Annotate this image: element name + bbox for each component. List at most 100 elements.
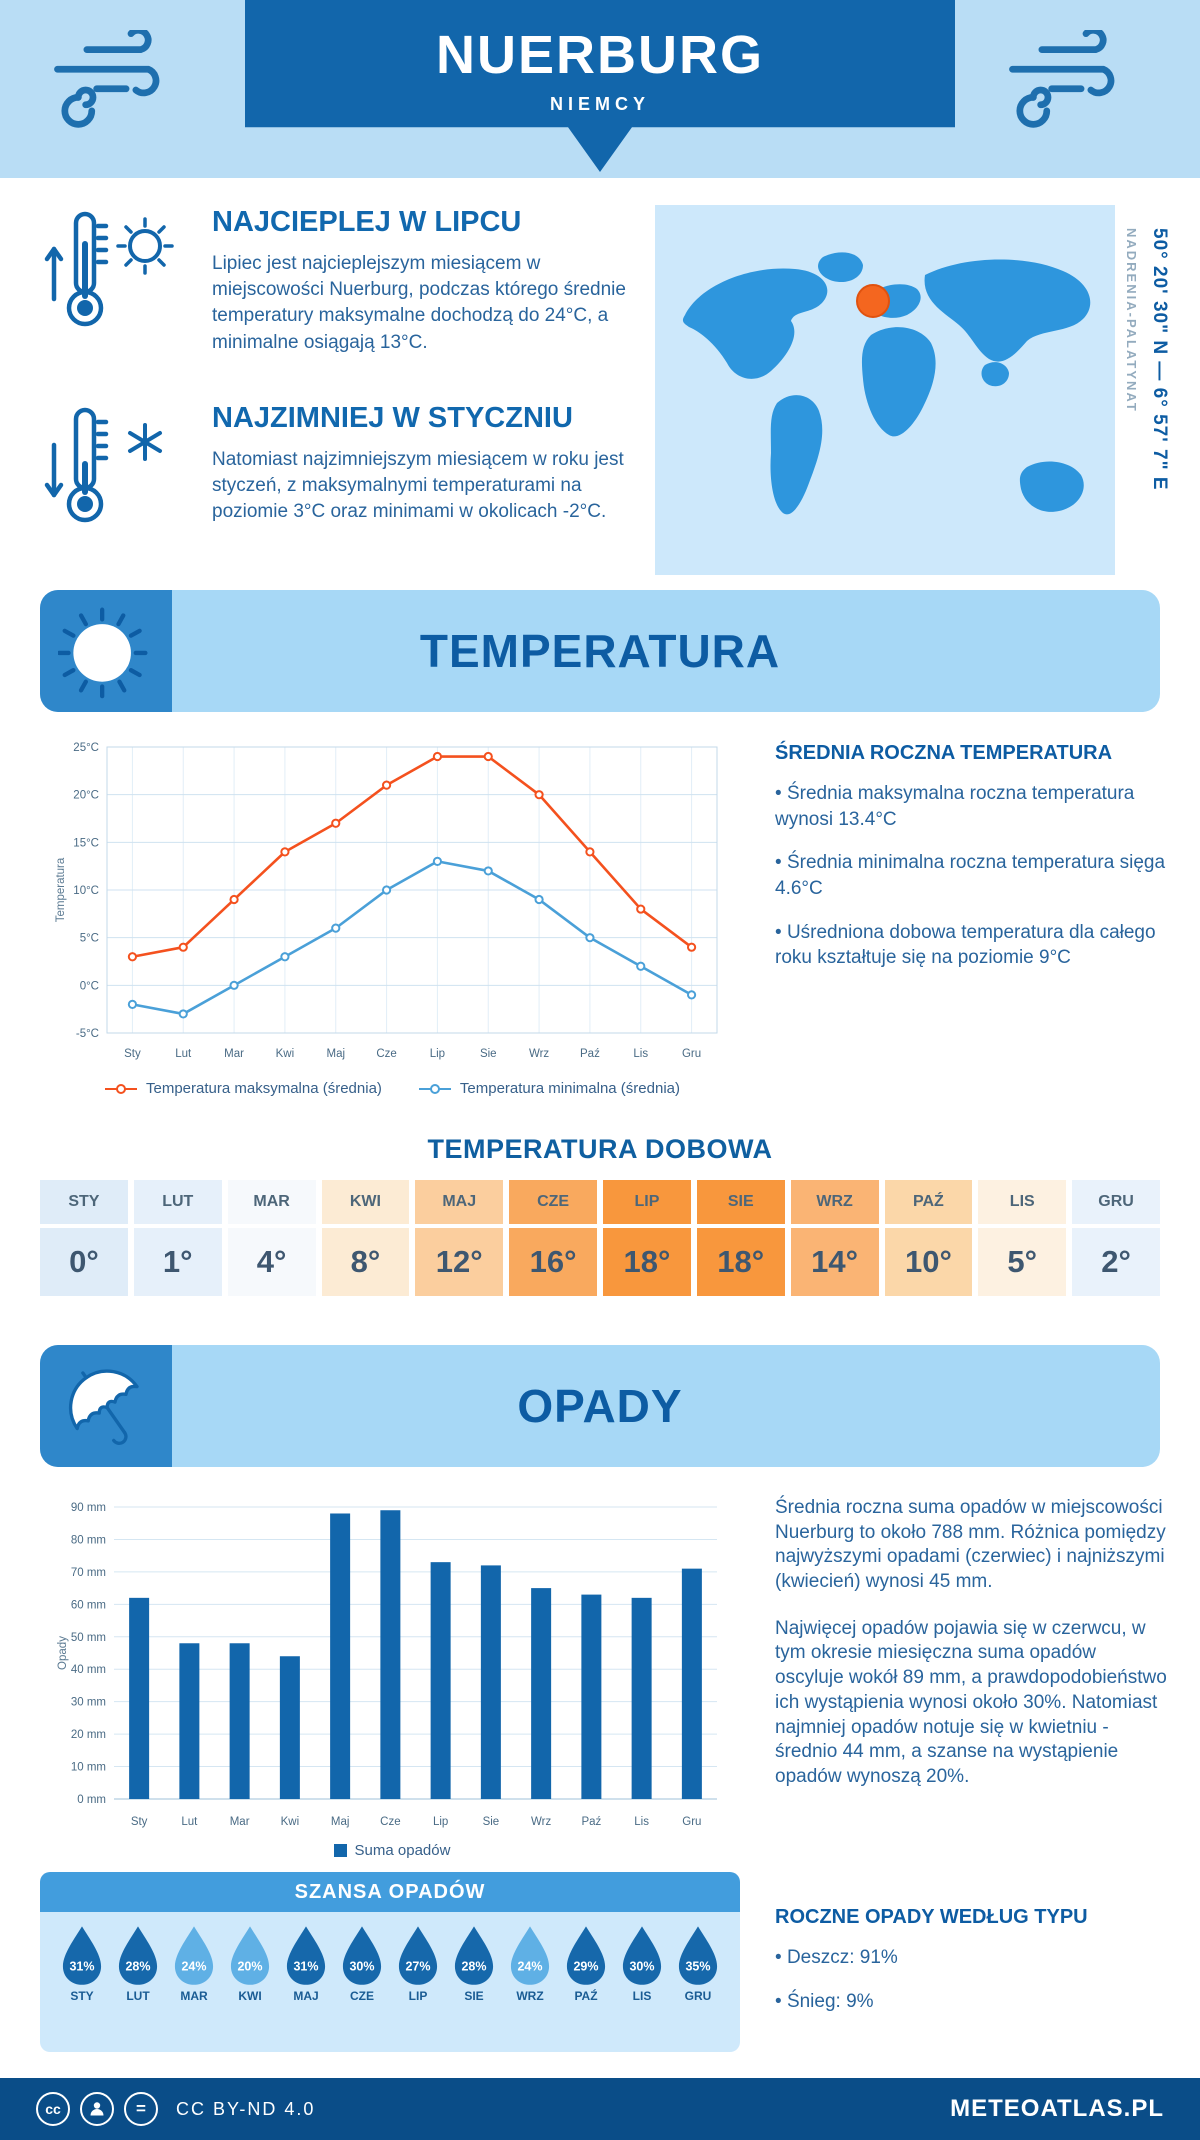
daily-temp-month: CZE bbox=[509, 1180, 597, 1224]
precipitation-type-title: ROCZNE OPADY WEDŁUG TYPU bbox=[775, 1906, 1088, 1928]
svg-text:0 mm: 0 mm bbox=[77, 1794, 106, 1806]
svg-text:15°C: 15°C bbox=[73, 837, 99, 849]
svg-text:29%: 29% bbox=[573, 1960, 598, 1974]
precipitation-chance-item: 28% SIE bbox=[448, 1924, 500, 2052]
temperature-bullet: Średnia maksymalna roczna temperatura wy… bbox=[775, 781, 1167, 832]
raindrop-icon: 28% bbox=[118, 1926, 158, 1985]
legend-item: Temperatura minimalna (średnia) bbox=[418, 1080, 680, 1097]
drop-month-label: KWI bbox=[238, 1989, 262, 2003]
svg-text:28%: 28% bbox=[461, 1960, 486, 1974]
raindrop-icon: 31% bbox=[286, 1926, 326, 1985]
precipitation-section-banner: OPADY bbox=[40, 1345, 1160, 1467]
precipitation-chance-item: 30% LIS bbox=[616, 1924, 668, 2052]
coldest-month-content: NAJZIMNIEJ W STYCZNIU Natomiast najzimni… bbox=[212, 398, 637, 545]
daily-temperature-table: STY LUT MAR KWI MAJ CZE LIP SIE WRZ PAŹ LIS GRU 0° 1°… bbox=[40, 1180, 1160, 1296]
svg-text:Lut: Lut bbox=[175, 1048, 192, 1060]
precipitation-paragraph: Najwięcej opadów pojawia się w czerwcu, … bbox=[775, 1617, 1167, 1787]
temperature-line-chart: -5°C 0°C 5°C 10°C 15°C 20°C 25°C Sty Lut Mar Kwi Ma… bbox=[55, 742, 718, 1060]
raindrop-icon: 35% bbox=[678, 1926, 718, 1985]
bar bbox=[279, 1656, 300, 1799]
region-label: NADRENIA-PALATYNAT bbox=[1124, 228, 1139, 413]
svg-text:30%: 30% bbox=[629, 1960, 654, 1974]
bar bbox=[179, 1643, 200, 1799]
svg-text:27%: 27% bbox=[405, 1960, 430, 1974]
svg-text:Gru: Gru bbox=[682, 1816, 701, 1828]
svg-text:Paź: Paź bbox=[580, 1048, 600, 1060]
precipitation-type-bullet: Śnieg: 9% bbox=[775, 1989, 1167, 2015]
precipitation-chance-item: 29% PAŹ bbox=[560, 1924, 612, 2052]
precipitation-chance-title: SZANSA OPADÓW bbox=[40, 1872, 740, 1912]
daily-temp-month: WRZ bbox=[790, 1180, 879, 1224]
svg-text:31%: 31% bbox=[293, 1960, 318, 1974]
wind-icon bbox=[1005, 26, 1140, 133]
license-icons: cc = bbox=[36, 2092, 158, 2126]
svg-text:5°C: 5°C bbox=[80, 933, 99, 945]
location-name: NUERBURG bbox=[435, 25, 764, 85]
daily-temp-value: 16° bbox=[509, 1228, 597, 1296]
daily-temp-month: PAŹ bbox=[884, 1180, 973, 1224]
daily-temp-value: 4° bbox=[227, 1228, 316, 1296]
precipitation-chance-item: 35% GRU bbox=[672, 1924, 724, 2052]
drop-month-label: MAJ bbox=[293, 1989, 319, 2003]
svg-text:Lip: Lip bbox=[433, 1816, 448, 1828]
location-marker bbox=[856, 284, 890, 318]
bar bbox=[581, 1594, 602, 1799]
daily-temp-value: 1° bbox=[133, 1228, 222, 1296]
drop-month-label: WRZ bbox=[516, 1989, 544, 2003]
svg-text:10°C: 10°C bbox=[73, 885, 99, 897]
drop-month-label: PAŹ bbox=[574, 1989, 598, 2003]
bar bbox=[129, 1597, 150, 1799]
svg-text:Gru: Gru bbox=[682, 1048, 701, 1060]
precipitation-chance-item: 30% CZE bbox=[336, 1924, 388, 2052]
raindrop-icon: 24% bbox=[510, 1926, 550, 1985]
svg-text:Kwi: Kwi bbox=[281, 1816, 300, 1828]
svg-text:28%: 28% bbox=[125, 1960, 150, 1974]
svg-text:20°C: 20°C bbox=[73, 790, 99, 802]
daily-temp-month: LUT bbox=[133, 1180, 222, 1224]
svg-text:Mar: Mar bbox=[224, 1048, 244, 1060]
coldest-month-block: NAJZIMNIEJ W STYCZNIU Natomiast najzimni… bbox=[40, 398, 665, 545]
drop-month-label: GRU bbox=[684, 1989, 712, 2003]
raindrop-icon: 28% bbox=[454, 1926, 494, 1985]
svg-text:10 mm: 10 mm bbox=[71, 1762, 106, 1774]
daily-temp-value: 12° bbox=[415, 1228, 504, 1296]
svg-text:Paź: Paź bbox=[581, 1816, 601, 1828]
svg-text:Temperatura: Temperatura bbox=[55, 857, 67, 922]
svg-text:Sty: Sty bbox=[131, 1816, 148, 1828]
svg-text:Lis: Lis bbox=[634, 1816, 649, 1828]
svg-text:Sty: Sty bbox=[124, 1048, 141, 1060]
sun-icon bbox=[40, 590, 172, 712]
svg-text:31%: 31% bbox=[69, 1960, 94, 1974]
raindrop-icon: 24% bbox=[174, 1926, 214, 1985]
raindrop-icon: 30% bbox=[622, 1926, 662, 1985]
svg-text:30 mm: 30 mm bbox=[71, 1697, 106, 1709]
daily-temp-month: MAR bbox=[227, 1180, 316, 1224]
daily-temperature-title: TEMPERATURA DOBOWA bbox=[427, 1134, 773, 1164]
raindrop-icon: 31% bbox=[62, 1926, 102, 1985]
svg-text:24%: 24% bbox=[517, 1960, 542, 1974]
chart-grid: 0 mm 10 mm 20 mm 30 mm 40 mm 50 mm 60 mm 70 mm 8… bbox=[71, 1502, 717, 1828]
daily-temp-month: LIS bbox=[978, 1180, 1067, 1224]
daily-temp-value: 18° bbox=[696, 1228, 785, 1296]
svg-text:40 mm: 40 mm bbox=[71, 1664, 106, 1676]
drop-month-label: LIS bbox=[632, 1989, 652, 2003]
bar bbox=[531, 1588, 552, 1799]
svg-text:50 mm: 50 mm bbox=[71, 1632, 106, 1644]
svg-text:Wrz: Wrz bbox=[531, 1816, 551, 1828]
svg-text:70 mm: 70 mm bbox=[71, 1567, 106, 1579]
warmest-month-content: NAJCIEPLEJ W LIPCU Lipiec jest najcieple… bbox=[212, 202, 637, 356]
svg-text:Maj: Maj bbox=[326, 1048, 345, 1060]
precipitation-paragraph: Średnia roczna suma opadów w miejscowośc… bbox=[775, 1497, 1166, 1593]
drop-month-label: MAR bbox=[180, 1989, 208, 2003]
svg-text:Sie: Sie bbox=[480, 1048, 497, 1060]
temperature-chart-legend: Temperatura maksymalna (średnia) Temperat… bbox=[52, 1080, 732, 1097]
svg-text:20 mm: 20 mm bbox=[71, 1729, 106, 1741]
precipitation-chance-item: 28% LUT bbox=[112, 1924, 164, 2052]
daily-temp-value: 14° bbox=[790, 1228, 879, 1296]
daily-temp-month: GRU bbox=[1072, 1180, 1160, 1224]
bar bbox=[229, 1643, 250, 1799]
temperature-bullet: Uśredniona dobowa temperatura dla całego… bbox=[775, 920, 1167, 971]
line-series-0 bbox=[132, 755, 693, 959]
temperature-section-title: TEMPERATURA bbox=[419, 625, 781, 677]
svg-text:20%: 20% bbox=[237, 1960, 262, 1974]
